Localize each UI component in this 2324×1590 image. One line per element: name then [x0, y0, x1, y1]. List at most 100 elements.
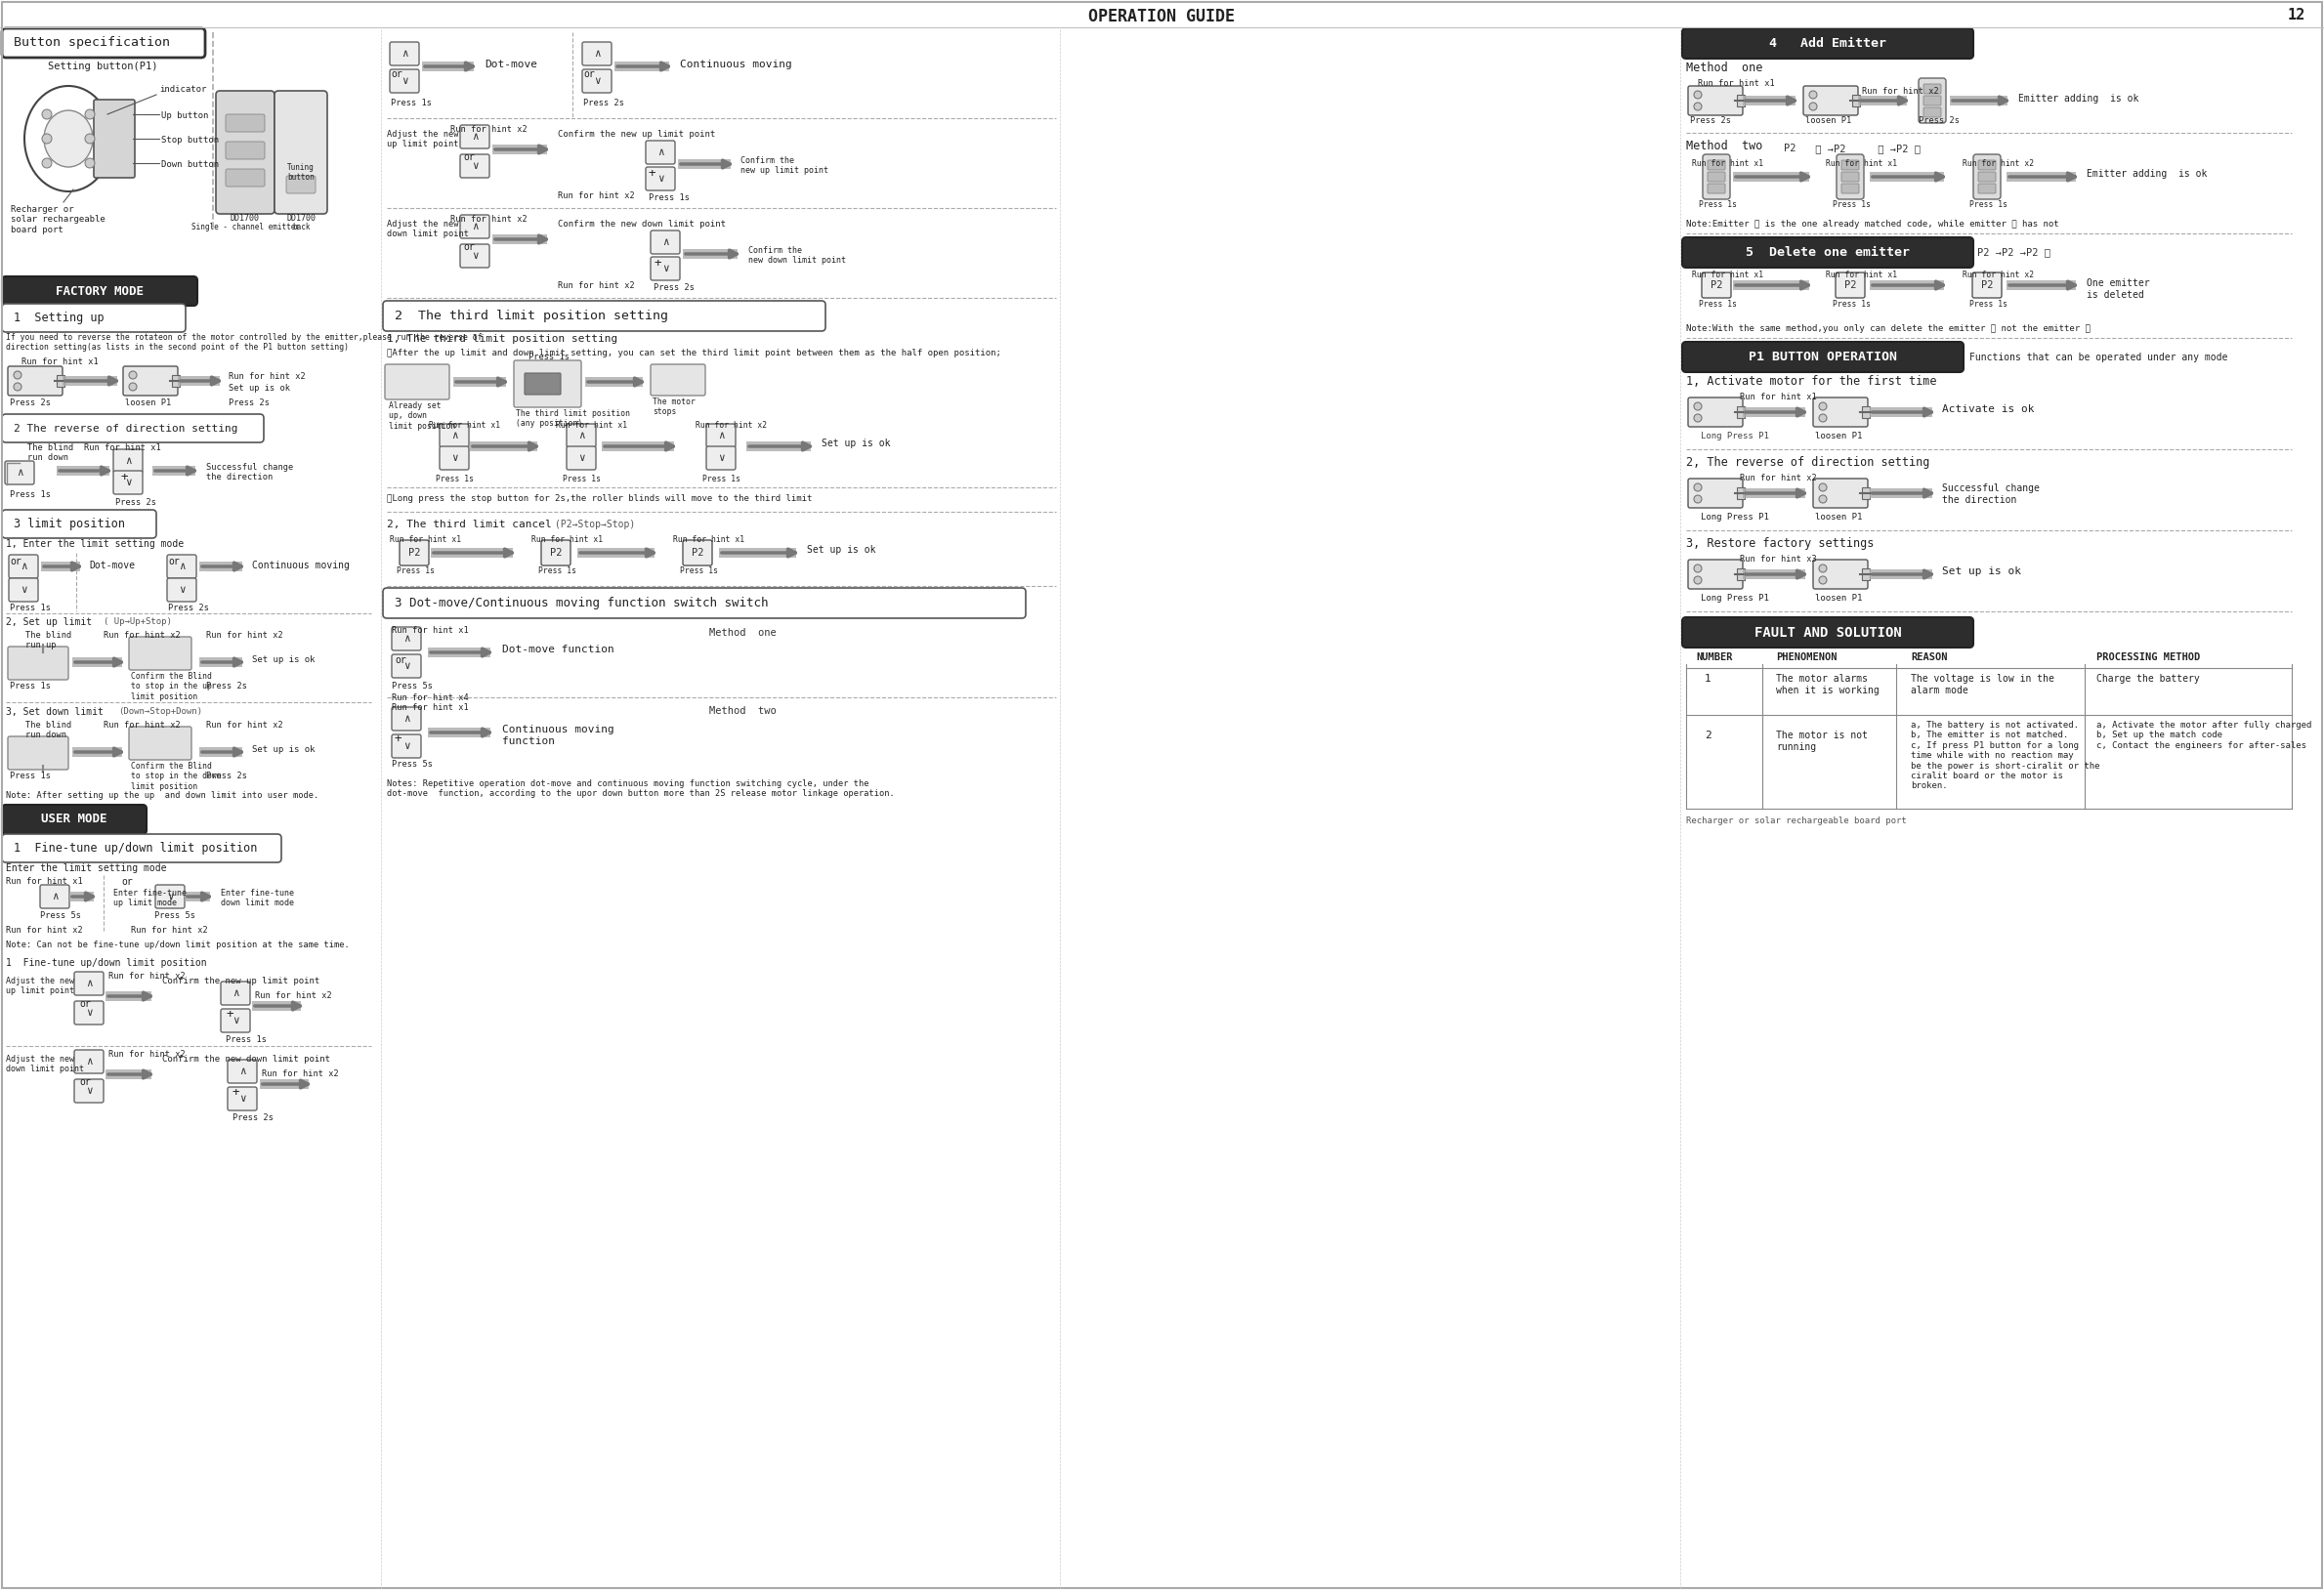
FancyBboxPatch shape	[1841, 172, 1859, 181]
Text: Notes: Repetitive operation dot-move and continuous moving function switching cy: Notes: Repetitive operation dot-move and…	[386, 779, 869, 789]
Text: Press 1s: Press 1s	[1834, 200, 1871, 208]
Text: Press 5s: Press 5s	[153, 911, 195, 921]
Text: Run for hint x1: Run for hint x1	[393, 703, 469, 712]
Polygon shape	[72, 657, 123, 668]
Text: ∧: ∧	[579, 431, 586, 440]
Text: Press 5s: Press 5s	[393, 682, 432, 690]
FancyBboxPatch shape	[56, 375, 65, 386]
FancyBboxPatch shape	[1813, 398, 1868, 426]
FancyBboxPatch shape	[167, 579, 195, 601]
Polygon shape	[1743, 569, 1806, 579]
Text: Recharger or solar rechargeable board port: Recharger or solar rechargeable board po…	[1687, 817, 1906, 825]
FancyBboxPatch shape	[1683, 342, 1964, 372]
Text: Confirm the new up limit point: Confirm the new up limit point	[163, 976, 321, 986]
Text: 2, The third limit cancel: 2, The third limit cancel	[386, 520, 551, 529]
FancyBboxPatch shape	[114, 450, 142, 472]
Ellipse shape	[26, 86, 112, 191]
Polygon shape	[576, 549, 655, 558]
Text: PHENOMENON: PHENOMENON	[1776, 652, 1836, 661]
Text: Note: After setting up the up  and down limit into user mode.: Note: After setting up the up and down l…	[7, 792, 318, 800]
FancyBboxPatch shape	[228, 1059, 258, 1083]
Text: ∨: ∨	[579, 453, 586, 463]
FancyBboxPatch shape	[221, 1010, 251, 1032]
Text: Set up is ok: Set up is ok	[823, 439, 890, 448]
FancyBboxPatch shape	[525, 374, 560, 394]
Text: Run for hint x1: Run for hint x1	[555, 421, 627, 429]
Text: Confirm the
new up limit point: Confirm the new up limit point	[741, 156, 827, 175]
Text: ∧: ∧	[402, 634, 409, 644]
FancyBboxPatch shape	[1862, 488, 1871, 499]
Text: ∨: ∨	[472, 251, 479, 261]
FancyBboxPatch shape	[460, 245, 490, 267]
FancyBboxPatch shape	[393, 655, 421, 677]
FancyBboxPatch shape	[706, 447, 737, 469]
Text: PROCESSING METHOD: PROCESSING METHOD	[2096, 652, 2201, 661]
FancyBboxPatch shape	[2, 805, 146, 835]
FancyBboxPatch shape	[541, 541, 569, 566]
FancyBboxPatch shape	[1862, 407, 1871, 418]
Text: or: or	[79, 1078, 91, 1088]
Text: loosen P1: loosen P1	[1806, 116, 1852, 126]
Circle shape	[14, 370, 21, 378]
FancyBboxPatch shape	[460, 154, 490, 178]
FancyBboxPatch shape	[7, 647, 67, 681]
FancyBboxPatch shape	[1683, 617, 1973, 647]
Text: Run for hint x2: Run for hint x2	[1961, 270, 2034, 280]
Text: Run for hint x2: Run for hint x2	[558, 191, 634, 200]
Text: Run for hint x2: Run for hint x2	[263, 1070, 339, 1078]
FancyBboxPatch shape	[2, 835, 281, 862]
Text: ∧: ∧	[662, 237, 669, 246]
Text: Set up is ok: Set up is ok	[1943, 566, 2022, 576]
Text: The voltage is low in the
alarm mode: The voltage is low in the alarm mode	[1910, 674, 2054, 695]
FancyBboxPatch shape	[2, 29, 205, 57]
Text: or: or	[583, 70, 595, 80]
Text: Confirm the new up limit point: Confirm the new up limit point	[558, 130, 716, 138]
Text: Note:Emitter ⓐ is the one already matched code, while emitter ⓑ has not: Note:Emitter ⓐ is the one already matche…	[1687, 219, 2059, 229]
FancyBboxPatch shape	[1924, 108, 1941, 118]
FancyBboxPatch shape	[583, 41, 611, 65]
Text: Run for hint x2: Run for hint x2	[558, 281, 634, 289]
Text: 2  The third limit position setting: 2 The third limit position setting	[395, 310, 669, 323]
Text: a, The battery is not activated.
b, The emitter is not matched.
c, If press P1 b: a, The battery is not activated. b, The …	[1910, 720, 2101, 790]
Polygon shape	[2006, 280, 2075, 289]
Text: 5  Delete one emitter: 5 Delete one emitter	[1745, 246, 1910, 259]
Text: Confirm the new down limit point: Confirm the new down limit point	[163, 1054, 330, 1064]
Text: Press 2s: Press 2s	[228, 399, 270, 407]
Text: Confirm the Blind
to stop in the up
limit position: Confirm the Blind to stop in the up limi…	[130, 673, 211, 701]
Text: Adjust the new
down limit point: Adjust the new down limit point	[386, 219, 469, 238]
Text: ∨: ∨	[125, 477, 130, 488]
Text: ∨: ∨	[239, 1094, 246, 1103]
Text: direction setting(as lists in the second point of the P1 button setting): direction setting(as lists in the second…	[7, 343, 349, 351]
Text: ∧: ∧	[718, 431, 725, 440]
Text: Method  two: Method two	[1687, 140, 1762, 153]
Text: Dot-move function: Dot-move function	[502, 644, 614, 655]
Text: ∨: ∨	[86, 1008, 93, 1018]
Text: ∧: ∧	[451, 431, 458, 440]
Text: or: or	[462, 153, 474, 162]
FancyBboxPatch shape	[286, 176, 316, 194]
FancyBboxPatch shape	[390, 41, 418, 65]
Text: FAULT AND SOLUTION: FAULT AND SOLUTION	[1755, 625, 1901, 639]
Text: Run for hint x2: Run for hint x2	[1741, 474, 1817, 482]
FancyBboxPatch shape	[1836, 272, 1864, 297]
FancyBboxPatch shape	[74, 1049, 105, 1073]
Polygon shape	[1734, 172, 1808, 181]
Polygon shape	[63, 375, 116, 386]
FancyBboxPatch shape	[221, 981, 251, 1005]
Text: ①After the up limit and down limit setting, you can set the third limit point be: ①After the up limit and down limit setti…	[386, 348, 1002, 358]
Text: ∧: ∧	[232, 989, 239, 999]
Text: Run for hint x1: Run for hint x1	[393, 626, 469, 634]
Text: ②Long press the stop button for 2s,the roller blinds will move to the third limi: ②Long press the stop button for 2s,the r…	[386, 494, 811, 502]
Text: ∨: ∨	[472, 161, 479, 170]
FancyBboxPatch shape	[216, 91, 274, 215]
Polygon shape	[1950, 95, 2008, 105]
Text: 2 The reverse of direction setting: 2 The reverse of direction setting	[14, 423, 237, 432]
Text: Press 1s: Press 1s	[390, 99, 432, 108]
Text: DD1700: DD1700	[230, 215, 260, 223]
Text: The motor is not
running: The motor is not running	[1776, 730, 1868, 752]
Polygon shape	[200, 561, 242, 571]
FancyBboxPatch shape	[1841, 161, 1859, 170]
FancyBboxPatch shape	[128, 727, 191, 760]
Polygon shape	[469, 442, 537, 452]
Text: 2, The reverse of direction setting: 2, The reverse of direction setting	[1687, 456, 1929, 469]
